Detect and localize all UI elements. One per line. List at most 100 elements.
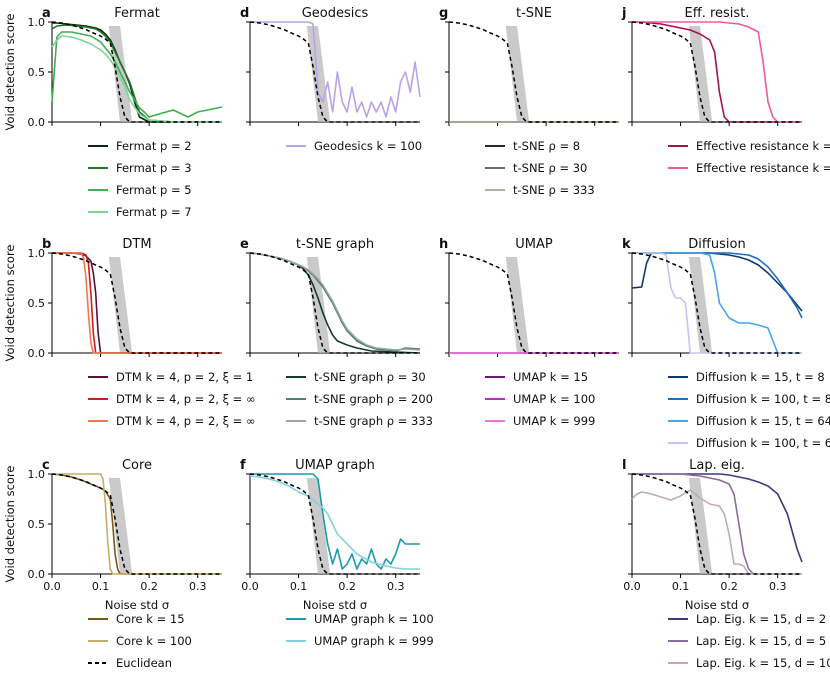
euclidean-band [688,478,713,574]
legend-label: Core k = 15 [116,612,185,626]
x-tick-label: 0.2 [338,580,356,593]
panel-letter: d [240,6,249,21]
euclidean-line [51,473,222,575]
euclidean-line [51,252,222,354]
legend-label: UMAP k = 100 [513,392,595,406]
panel-letter: e [240,237,249,252]
euclidean-band [306,257,331,353]
y-axis-label: Void detection score [3,244,17,361]
legend-label: Lap. Eig. k = 15, d = 2 [696,612,826,626]
legend-label: DTM k = 4, p = 2, ξ = 1 [116,370,253,384]
y-tick-label: 0.5 [28,297,46,310]
panel-g: g t-SNE t-SNE ρ = 8 t-SNE ρ = 30 t-SNE ρ = 3… [439,6,619,197]
legend: UMAP k = 15 UMAP k = 100 UMAP k = 999 [485,370,595,428]
panel-title: Core [122,458,152,473]
legend-label: Fermat p = 3 [116,161,192,175]
panel-letter: h [439,237,448,252]
axes-frame [448,22,619,123]
legend-label: t-SNE ρ = 8 [513,139,580,153]
panel-title: Lap. eig. [689,458,745,473]
series-line [632,21,802,123]
legend-label: Lap. Eig. k = 15, d = 5 [696,634,826,648]
legend: UMAP graph k = 100 UMAP graph k = 999 [286,612,434,648]
legend-label: Diffusion k = 100, t = 8 [696,392,830,406]
legend: Core k = 15 Core k = 100 Euclidean [88,612,192,670]
series-line [632,473,803,563]
x-tick-label: 0.0 [43,580,61,593]
y-axis-label: Void detection score [3,465,17,582]
panel-letter: l [622,458,626,473]
legend-label: Effective resistance k = 100 [696,161,830,175]
euclidean-band [505,26,530,122]
series-line [250,21,421,118]
y-axis-label: Void detection score [3,13,17,130]
series-line [51,473,222,575]
legend: Geodesics k = 100 [286,139,422,153]
series-line [52,252,222,354]
series-line [52,473,222,575]
axes-frame [51,253,222,354]
legend-label: Diffusion k = 100, t = 64 [696,436,830,450]
legend-label: t-SNE graph ρ = 30 [314,370,426,384]
legend: t-SNE ρ = 8 t-SNE ρ = 30 t-SNE ρ = 333 [485,139,595,197]
euclidean-line [631,473,802,575]
x-axis-label: Noise std σ [105,598,169,612]
series-line [51,31,223,118]
y-tick-label: 1.0 [28,468,46,481]
x-tick-label: 0.1 [672,580,690,593]
legend-label: Fermat p = 2 [116,139,192,153]
panel-c: c Core 0.0 0.1 0.2 0.3 0.0 0.5 1.0 Void detection… [3,458,222,670]
legend-label: t-SNE graph ρ = 200 [314,392,433,406]
euclidean-line [51,21,222,123]
y-tick-label: 0.0 [28,116,46,129]
panel-e: e t-SNE graph t-SNE graph ρ = 30 t-SNE grap… [240,237,433,428]
series-line [249,252,421,351]
euclidean-band [306,478,331,574]
panel-title: t-SNE graph [296,237,374,252]
panel-letter: b [42,237,51,252]
euclidean-band [108,257,133,353]
y-tick-label: 0.0 [28,568,46,581]
panel-title: Diffusion [688,237,745,252]
panel-title: Eff. resist. [685,6,750,21]
legend-label: UMAP k = 15 [513,370,588,384]
x-axis-label: Noise std σ [685,598,749,612]
panel-a: a Fermat 0.0 0.5 1.0 Void detection score Ferm… [3,6,223,219]
panel-title: DTM [122,237,151,252]
series-line [249,475,420,570]
x-tick-label: 0.2 [140,580,158,593]
legend-label: t-SNE graph ρ = 333 [314,414,433,428]
series-line [52,22,222,123]
series-line [632,252,802,354]
series-line [632,21,802,123]
x-axis-label: Noise std σ [303,598,367,612]
axes-frame [51,474,222,575]
series-line [52,252,222,354]
euclidean-band [108,478,133,574]
legend-label: Diffusion k = 15, t = 8 [696,370,825,384]
panel-letter: c [42,458,50,473]
panel-h: h UMAP UMAP k = 15 UMAP k = 100 UMAP k = 999 [439,237,619,428]
legend-label: Euclidean [116,656,172,670]
panel-d: d Geodesics Geodesics k = 100 [240,6,422,153]
series-line [632,473,802,575]
y-tick-label: 1.0 [28,247,46,260]
legend-label: Geodesics k = 100 [314,139,422,153]
euclidean-line [631,21,802,123]
legend-label: t-SNE ρ = 333 [513,183,595,197]
panel-title: t-SNE [516,6,552,21]
legend-label: UMAP graph k = 100 [314,612,434,626]
panel-j: j Eff. resist. Effective resistance k = 15… [621,6,830,175]
x-tick-label: 0.0 [623,580,641,593]
legend: Effective resistance k = 15 Effective res… [668,139,830,175]
legend-label: Fermat p = 5 [116,183,192,197]
euclidean-line [448,21,619,123]
series-line [631,252,803,312]
euclidean-line [631,252,802,354]
x-tick-label: 0.0 [241,580,259,593]
legend: Fermat p = 2 Fermat p = 3 Fermat p = 5 Ferm… [88,139,192,219]
